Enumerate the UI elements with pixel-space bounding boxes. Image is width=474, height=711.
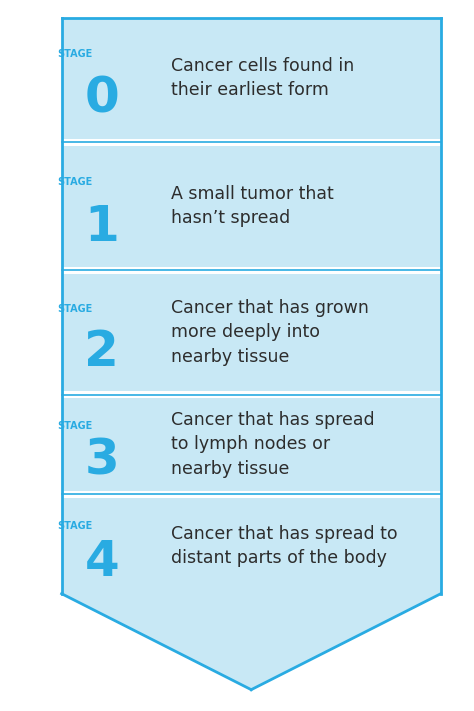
Text: 4: 4 xyxy=(84,538,119,586)
Bar xyxy=(62,498,441,594)
Text: 3: 3 xyxy=(84,436,119,484)
Bar xyxy=(62,274,441,391)
Bar xyxy=(62,398,441,491)
Text: STAGE: STAGE xyxy=(57,304,92,314)
Bar xyxy=(62,146,441,267)
Polygon shape xyxy=(62,594,441,690)
Bar xyxy=(62,491,441,498)
Text: 2: 2 xyxy=(84,328,119,376)
Text: STAGE: STAGE xyxy=(57,177,92,187)
Text: Cancer that has spread
to lymph nodes or
nearby tissue: Cancer that has spread to lymph nodes or… xyxy=(171,411,374,478)
Bar xyxy=(62,18,441,139)
Bar xyxy=(62,139,441,146)
Text: STAGE: STAGE xyxy=(57,521,92,532)
Bar xyxy=(62,267,441,274)
Text: STAGE: STAGE xyxy=(57,49,92,59)
Text: Cancer that has spread to
distant parts of the body: Cancer that has spread to distant parts … xyxy=(171,525,397,567)
Text: Cancer cells found in
their earliest form: Cancer cells found in their earliest for… xyxy=(171,57,354,100)
Text: A small tumor that
hasn’t spread: A small tumor that hasn’t spread xyxy=(171,185,333,228)
Text: 0: 0 xyxy=(84,75,119,123)
Bar xyxy=(62,391,441,398)
Text: 1: 1 xyxy=(84,203,119,251)
Text: Cancer that has grown
more deeply into
nearby tissue: Cancer that has grown more deeply into n… xyxy=(171,299,368,365)
Text: STAGE: STAGE xyxy=(57,421,92,431)
